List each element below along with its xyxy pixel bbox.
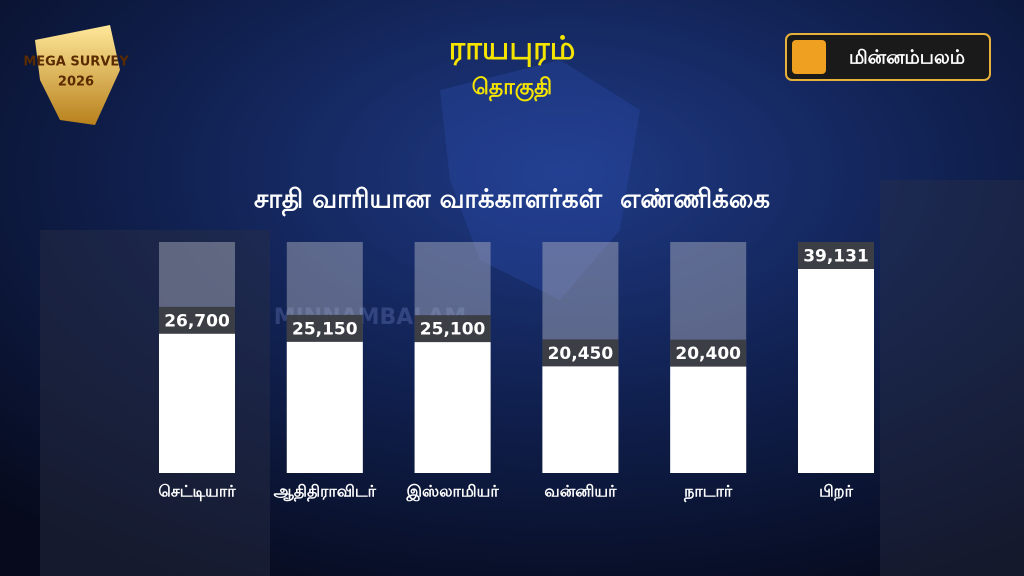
x-tick-label: ஆதிதிராவிடர் — [274, 482, 377, 502]
page-subtitle: தொகுதி — [472, 75, 552, 102]
bar — [542, 366, 619, 473]
bar — [798, 269, 874, 473]
x-tick-label: நாடார் — [683, 482, 733, 502]
badge-year: 2026 — [58, 75, 94, 90]
bar — [159, 333, 235, 473]
building-shape — [40, 230, 270, 576]
badge-text: MEGA SURVEY — [23, 55, 129, 70]
building-shape — [880, 180, 1024, 576]
value-label: 26,700 — [164, 311, 230, 331]
page-title: ராயபுரம் — [449, 29, 576, 67]
label-box — [286, 314, 363, 342]
bar — [414, 342, 491, 473]
value-label: 20,450 — [548, 344, 614, 364]
brand-name: மின்னம்பலம் — [849, 47, 965, 69]
value-label: 20,400 — [675, 344, 741, 364]
value-label: 39,131 — [803, 247, 869, 267]
x-tick-label: பிறர் — [819, 482, 853, 501]
brand-icon — [792, 40, 826, 74]
label-box — [670, 339, 747, 367]
x-tick-label: இஸ்லாமியர் — [405, 482, 499, 502]
brand-box — [785, 33, 991, 81]
bar — [286, 341, 363, 473]
value-label: 25,100 — [420, 320, 486, 340]
x-tick-label: வன்னியர் — [544, 482, 617, 501]
value-label: 25,150 — [292, 319, 358, 339]
label-box — [414, 315, 491, 343]
x-tick-label: செட்டியார் — [158, 482, 236, 502]
bar — [670, 366, 747, 473]
chart-title: சாதி வாரியான வாக்காளர்கள் எண்ணிக்கை — [254, 185, 770, 217]
label-box — [159, 306, 235, 334]
map-shape — [440, 60, 640, 300]
label-box — [542, 339, 619, 367]
label-box — [798, 242, 874, 269]
badge-shape — [35, 25, 120, 125]
